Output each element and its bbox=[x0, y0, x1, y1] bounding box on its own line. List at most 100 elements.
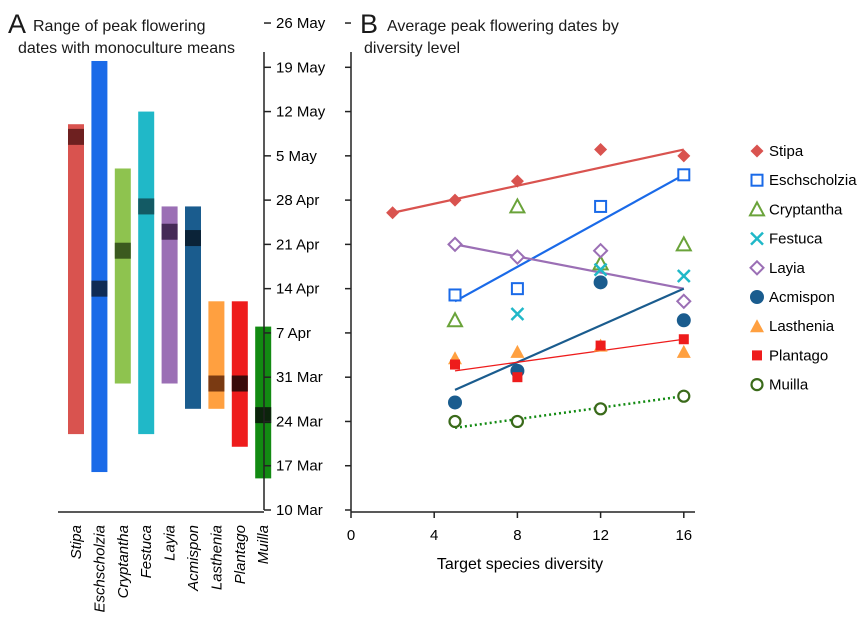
point-plantago bbox=[595, 340, 606, 351]
monoculture-mean-acmispon bbox=[185, 230, 201, 247]
panel-a-range-bars bbox=[68, 60, 272, 479]
legend-label: Layia bbox=[769, 260, 806, 277]
point-layia bbox=[447, 236, 463, 253]
point-acmispon bbox=[448, 395, 462, 410]
legend-label: Stipa bbox=[769, 143, 804, 160]
trendline-plantago bbox=[454, 338, 684, 372]
date-tick-label: 17 Mar bbox=[276, 458, 323, 475]
legend-marker-muilla bbox=[750, 378, 764, 392]
point-layia bbox=[509, 249, 526, 265]
legend-label: Festuca bbox=[769, 231, 823, 248]
date-tick-label: 26 May bbox=[276, 15, 326, 32]
date-tick-label: 14 Apr bbox=[276, 281, 319, 298]
species-label: Acmispon bbox=[185, 525, 202, 592]
date-tick-label: 10 Mar bbox=[276, 502, 323, 519]
point-cryptantha bbox=[446, 311, 464, 328]
trendline-muilla bbox=[454, 394, 684, 430]
monoculture-mean-festuca bbox=[138, 198, 155, 215]
range-bar-eschscholzia bbox=[91, 60, 108, 473]
trendline-stipa bbox=[392, 148, 685, 214]
monoculture-mean-layia bbox=[161, 223, 178, 240]
monoculture-mean-plantago bbox=[231, 375, 248, 392]
point-acmispon bbox=[676, 313, 691, 328]
legend-label: Acmispon bbox=[769, 289, 835, 306]
species-label: Stipa bbox=[68, 525, 85, 559]
x-axis-title: Target species diversity bbox=[437, 556, 603, 573]
date-tick-label: 19 May bbox=[276, 59, 326, 76]
panel-b-points bbox=[386, 143, 693, 429]
x-tick-label: 0 bbox=[347, 527, 355, 544]
range-bar-layia bbox=[161, 206, 178, 384]
trendline-layia bbox=[454, 243, 685, 290]
point-lasthenia bbox=[510, 344, 525, 358]
species-label: Festuca bbox=[138, 525, 155, 578]
date-tick-label: 31 Mar bbox=[276, 369, 323, 386]
point-muilla bbox=[677, 389, 691, 403]
range-bar-festuca bbox=[138, 111, 155, 435]
species-label: Muilla bbox=[255, 525, 272, 564]
legend-marker-lasthenia bbox=[750, 319, 764, 333]
date-tick-label: 24 Mar bbox=[276, 413, 323, 430]
legend-marker-festuca bbox=[750, 231, 764, 246]
legend-label: Plantago bbox=[769, 347, 828, 364]
trendline-acmispon bbox=[454, 287, 685, 391]
date-tick-label: 7 Apr bbox=[276, 325, 311, 342]
point-festuca bbox=[676, 269, 691, 283]
range-bar-stipa bbox=[68, 124, 84, 435]
point-muilla bbox=[510, 414, 525, 429]
point-plantago bbox=[512, 372, 523, 383]
point-stipa bbox=[448, 193, 462, 207]
legend-marker-plantago bbox=[752, 350, 762, 361]
monoculture-mean-stipa bbox=[68, 128, 84, 145]
panel-b-letter: B bbox=[360, 9, 378, 39]
panel-a-species-labels: Stipa Eschscholzia Cryptantha Festuca Layia A… bbox=[68, 525, 272, 613]
shared-date-axis: 10 Mar 17 Mar 24 Mar 31 Mar 7 Apr 14 Apr 21 Ap… bbox=[58, 15, 326, 519]
marker-stroke bbox=[676, 269, 691, 283]
point-festuca bbox=[510, 307, 525, 321]
species-label: Lasthenia bbox=[208, 525, 225, 590]
panel-a-letter: A bbox=[8, 9, 26, 39]
date-tick-label: 28 Apr bbox=[276, 192, 319, 209]
point-eschscholzia bbox=[448, 288, 462, 302]
legend-label: Cryptantha bbox=[769, 201, 843, 218]
legend-label: Lasthenia bbox=[769, 318, 835, 335]
point-stipa bbox=[677, 149, 691, 163]
point-layia bbox=[675, 293, 692, 310]
point-layia bbox=[592, 242, 609, 259]
range-bar-plantago bbox=[231, 301, 248, 447]
range-bar-cryptantha bbox=[114, 168, 131, 384]
x-tick-label: 8 bbox=[513, 527, 521, 544]
point-cryptantha bbox=[508, 197, 527, 214]
point-eschscholzia bbox=[594, 199, 608, 213]
marker-stroke bbox=[750, 231, 764, 246]
monoculture-mean-lasthenia bbox=[208, 375, 225, 392]
species-label: Eschscholzia bbox=[91, 525, 108, 613]
point-plantago bbox=[678, 334, 689, 345]
marker-stroke bbox=[593, 262, 608, 277]
date-tick-label: 12 May bbox=[276, 104, 326, 121]
legend-marker-stipa bbox=[750, 144, 764, 158]
panel-b-title-line2: diversity level bbox=[364, 40, 460, 57]
legend-marker-cryptantha bbox=[748, 200, 766, 217]
x-tick-label: 4 bbox=[430, 527, 438, 544]
species-label: Cryptantha bbox=[115, 525, 132, 598]
panel-b-trendlines bbox=[392, 148, 685, 430]
date-tick-label: 21 Apr bbox=[276, 236, 319, 253]
legend-marker-layia bbox=[749, 259, 765, 276]
legend-marker-eschscholzia bbox=[750, 173, 764, 187]
marker-stroke bbox=[510, 307, 525, 321]
legend-marker-acmispon bbox=[750, 290, 764, 304]
panel-b-title-line1: Average peak flowering dates by bbox=[387, 18, 619, 35]
trendline-eschscholzia bbox=[454, 173, 685, 303]
monoculture-mean-cryptantha bbox=[114, 242, 131, 259]
range-bar-muilla bbox=[255, 326, 272, 479]
range-bar-lasthenia bbox=[208, 301, 225, 409]
panel-b-axes: 0 4 8 12 16 Target species diversity bbox=[345, 22, 695, 573]
species-label: Plantago bbox=[232, 525, 249, 584]
x-tick-label: 12 bbox=[592, 527, 609, 544]
panel-a-title-line2: dates with monoculture means bbox=[18, 40, 235, 57]
point-muilla bbox=[593, 402, 608, 416]
x-tick-label: 16 bbox=[675, 527, 692, 544]
panel-a-title-line1: Range of peak flowering bbox=[33, 18, 206, 35]
